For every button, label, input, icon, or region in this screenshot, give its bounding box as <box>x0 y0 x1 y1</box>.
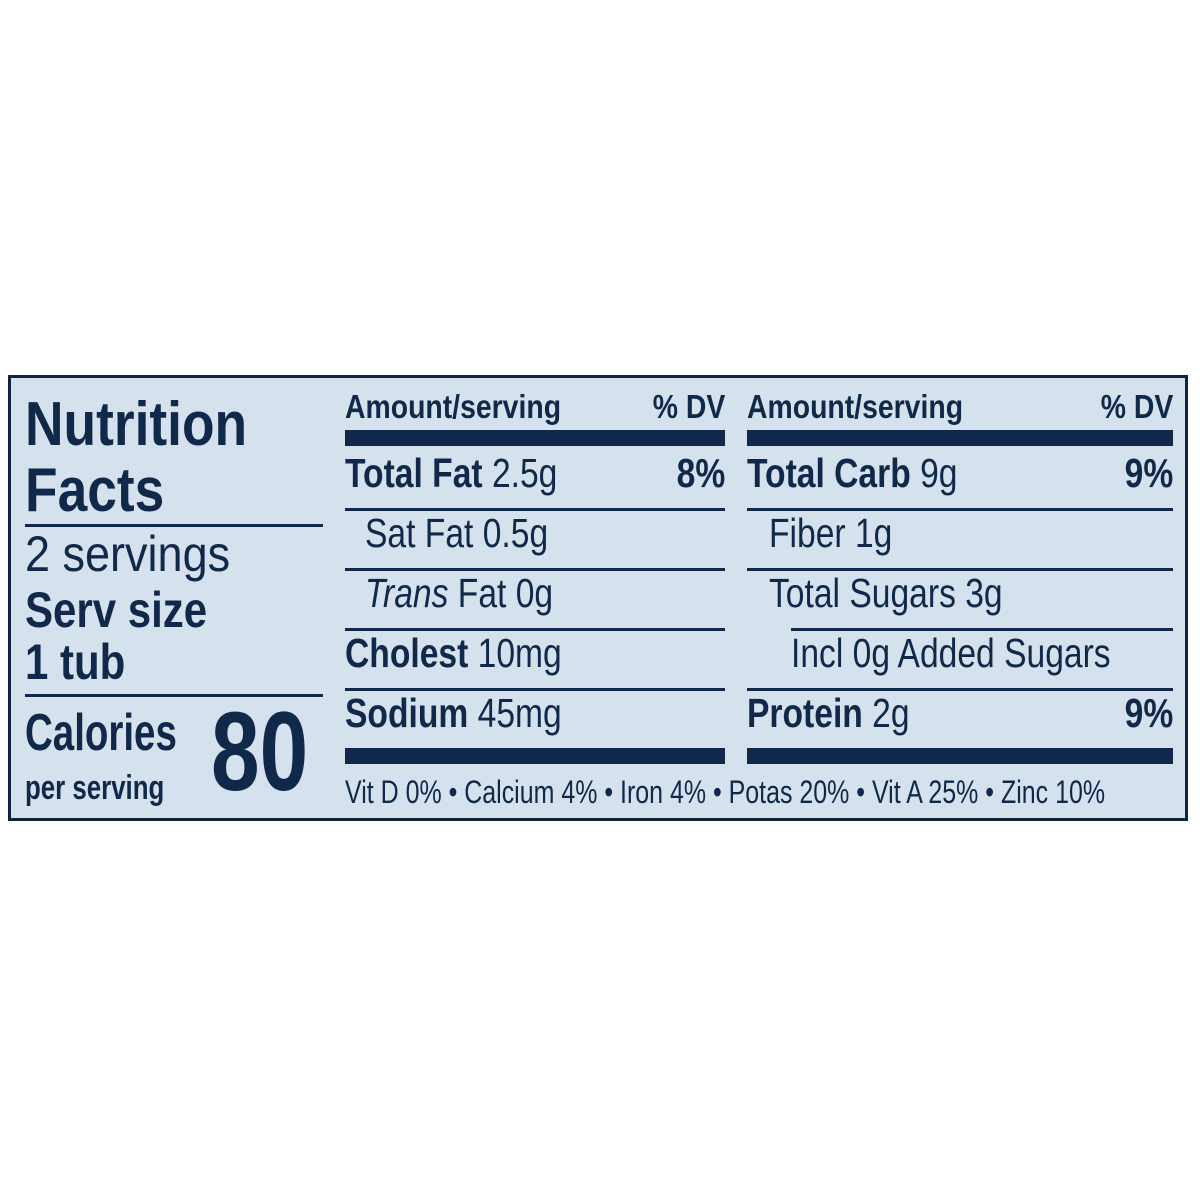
header-dv-right: % DV <box>1100 388 1173 425</box>
dv-total-fat: 8% <box>676 450 725 496</box>
header-dv-left: % DV <box>652 388 725 425</box>
serving-size-label: Serv size <box>25 582 208 638</box>
nutrition-facts-panel: Nutrition Facts 2 servings Serv size 1 t… <box>8 375 1188 821</box>
divider <box>345 688 725 691</box>
dv-protein: 9% <box>1124 690 1173 736</box>
divider <box>791 628 1173 631</box>
calories-subtitle: per serving <box>25 769 165 807</box>
thick-divider <box>747 430 1173 446</box>
divider <box>345 568 725 571</box>
row-protein: Protein 2g <box>747 690 910 736</box>
title-line-1: Nutrition <box>25 390 248 459</box>
divider <box>25 694 323 697</box>
row-cholesterol: Cholest 10mg <box>345 630 562 676</box>
row-sodium: Sodium 45mg <box>345 690 562 736</box>
thick-divider <box>345 430 725 446</box>
servings-count: 2 servings <box>25 526 231 582</box>
vitamins-minerals-footer: Vit D 0% • Calcium 4% • Iron 4% • Potas … <box>345 774 1106 810</box>
header-amount-left: Amount/serving <box>345 388 562 425</box>
divider <box>25 524 323 527</box>
thick-divider <box>345 748 725 764</box>
divider <box>747 568 1173 571</box>
header-amount-right: Amount/serving <box>747 388 964 425</box>
divider <box>345 508 725 511</box>
divider <box>345 628 725 631</box>
thick-divider <box>747 748 1173 764</box>
row-total-fat: Total Fat 2.5g <box>345 450 558 496</box>
row-added-sugars: Incl 0g Added Sugars <box>791 630 1111 676</box>
calories-value: 80 <box>211 689 309 814</box>
row-trans-fat: Trans Fat 0g <box>365 570 554 616</box>
title-line-2: Facts <box>25 456 165 525</box>
dv-total-carb: 9% <box>1124 450 1173 496</box>
row-total-sugars: Total Sugars 3g <box>769 570 1003 616</box>
serving-size-value: 1 tub <box>25 634 126 690</box>
row-sat-fat: Sat Fat 0.5g <box>365 510 549 556</box>
divider <box>747 508 1173 511</box>
row-fiber: Fiber 1g <box>769 510 893 556</box>
calories-label: Calories <box>25 704 177 762</box>
row-total-carb: Total Carb 9g <box>747 450 958 496</box>
divider <box>747 688 1173 691</box>
